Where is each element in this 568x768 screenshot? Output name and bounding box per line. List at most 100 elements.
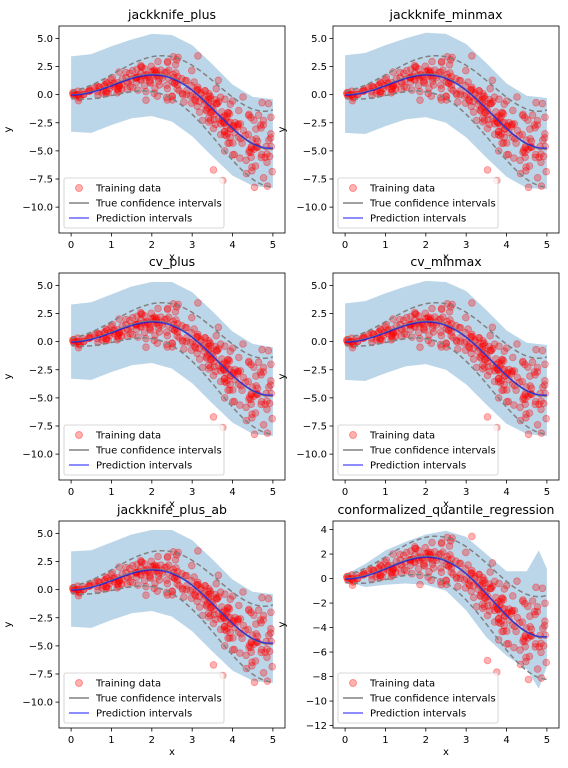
data-point: [194, 85, 202, 94]
data-point: [194, 578, 202, 587]
data-point: [211, 342, 219, 351]
data-point: [504, 397, 513, 406]
prediction-line: [71, 74, 273, 149]
data-point: [402, 330, 411, 339]
data-point: [491, 108, 500, 116]
data-point: [194, 299, 202, 307]
data-point: [163, 553, 172, 562]
data-point: [467, 587, 476, 596]
data-point: [236, 649, 244, 657]
data-point: [173, 579, 182, 588]
data-point: [194, 83, 202, 92]
data-point: [147, 62, 156, 71]
y-tick-label: 5.0: [37, 34, 53, 45]
data-point: [126, 577, 134, 586]
data-point: [257, 124, 265, 132]
data-point: [531, 610, 539, 619]
data-point: [209, 661, 218, 669]
data-point: [259, 611, 268, 620]
data-point: [486, 568, 495, 576]
data-point: [259, 363, 268, 372]
data-point: [212, 100, 221, 108]
data-point: [126, 69, 134, 78]
data-point: [214, 97, 223, 106]
data-point: [400, 82, 409, 91]
legend: Training data True confidence intervals Pr…: [337, 424, 499, 476]
data-point: [479, 365, 487, 373]
data-point: [513, 126, 522, 135]
data-point: [476, 353, 485, 361]
data-point: [461, 548, 470, 557]
data-point: [531, 124, 539, 132]
data-point: [396, 68, 404, 77]
data-point: [436, 81, 445, 89]
data-point: [238, 386, 246, 395]
data-point: [381, 75, 389, 84]
data-point: [502, 397, 511, 406]
data-point: [245, 643, 253, 652]
data-point: [483, 656, 492, 665]
data-point: [140, 328, 149, 337]
data-point: [531, 150, 540, 159]
data-point: [186, 587, 195, 595]
data-point: [205, 365, 213, 373]
data-point: [526, 135, 534, 143]
data-point: [235, 353, 243, 362]
data-point: [497, 109, 506, 117]
data-point: [193, 597, 202, 606]
legend: Training data True confidence intervals Pr…: [337, 672, 499, 724]
data-point: [465, 95, 473, 104]
data-point: [258, 98, 266, 107]
data-point: [480, 92, 489, 100]
data-point: [420, 559, 428, 568]
data-point: [250, 183, 259, 192]
x-tick-label: 1: [382, 487, 388, 498]
data-point: [205, 92, 213, 101]
data-point: [500, 100, 509, 108]
data-point: [414, 65, 423, 73]
data-point: [212, 347, 221, 355]
data-point: [421, 543, 430, 552]
data-point: [257, 150, 266, 159]
data-point: [376, 561, 385, 569]
data-point: [442, 343, 451, 351]
data-point: [210, 362, 219, 371]
data-point: [414, 546, 423, 555]
chart-panel-6: 0 1 2 3 4 5 4 2 0 −2 −4 −6 −8 −10 −12 conformalized_qua…: [277, 502, 560, 758]
data-point: [223, 376, 232, 385]
data-point: [229, 634, 237, 642]
plot-area: [342, 280, 550, 439]
data-point: [187, 346, 196, 355]
data-point: [468, 85, 476, 94]
data-point: [224, 603, 233, 612]
data-point: [428, 304, 436, 313]
data-point: [443, 552, 452, 561]
x-tick-label: 2: [423, 735, 429, 746]
data-point: [154, 572, 163, 581]
data-point: [480, 108, 489, 117]
data-point: [122, 68, 130, 77]
data-point: [154, 324, 163, 333]
data-point: [264, 383, 273, 392]
data-point: [234, 615, 243, 623]
data-point: [526, 372, 534, 380]
data-point: [134, 86, 142, 94]
data-point: [267, 624, 275, 633]
data-point: [446, 316, 454, 324]
data-point: [221, 342, 229, 351]
data-point: [137, 308, 145, 317]
y-tick-label: 0.0: [311, 337, 327, 348]
data-point: [239, 588, 247, 596]
data-point: [147, 557, 156, 566]
x-tick-label: 1: [382, 240, 388, 251]
data-point: [206, 108, 215, 117]
data-point: [102, 325, 111, 334]
data-point: [542, 658, 550, 667]
data-point: [485, 580, 493, 588]
true-lower-bound: [344, 337, 547, 435]
y-tick-label: 5.0: [37, 529, 53, 540]
data-point: [250, 363, 258, 372]
data-point: [254, 606, 263, 614]
data-point: [188, 561, 196, 570]
data-point: [224, 365, 233, 374]
